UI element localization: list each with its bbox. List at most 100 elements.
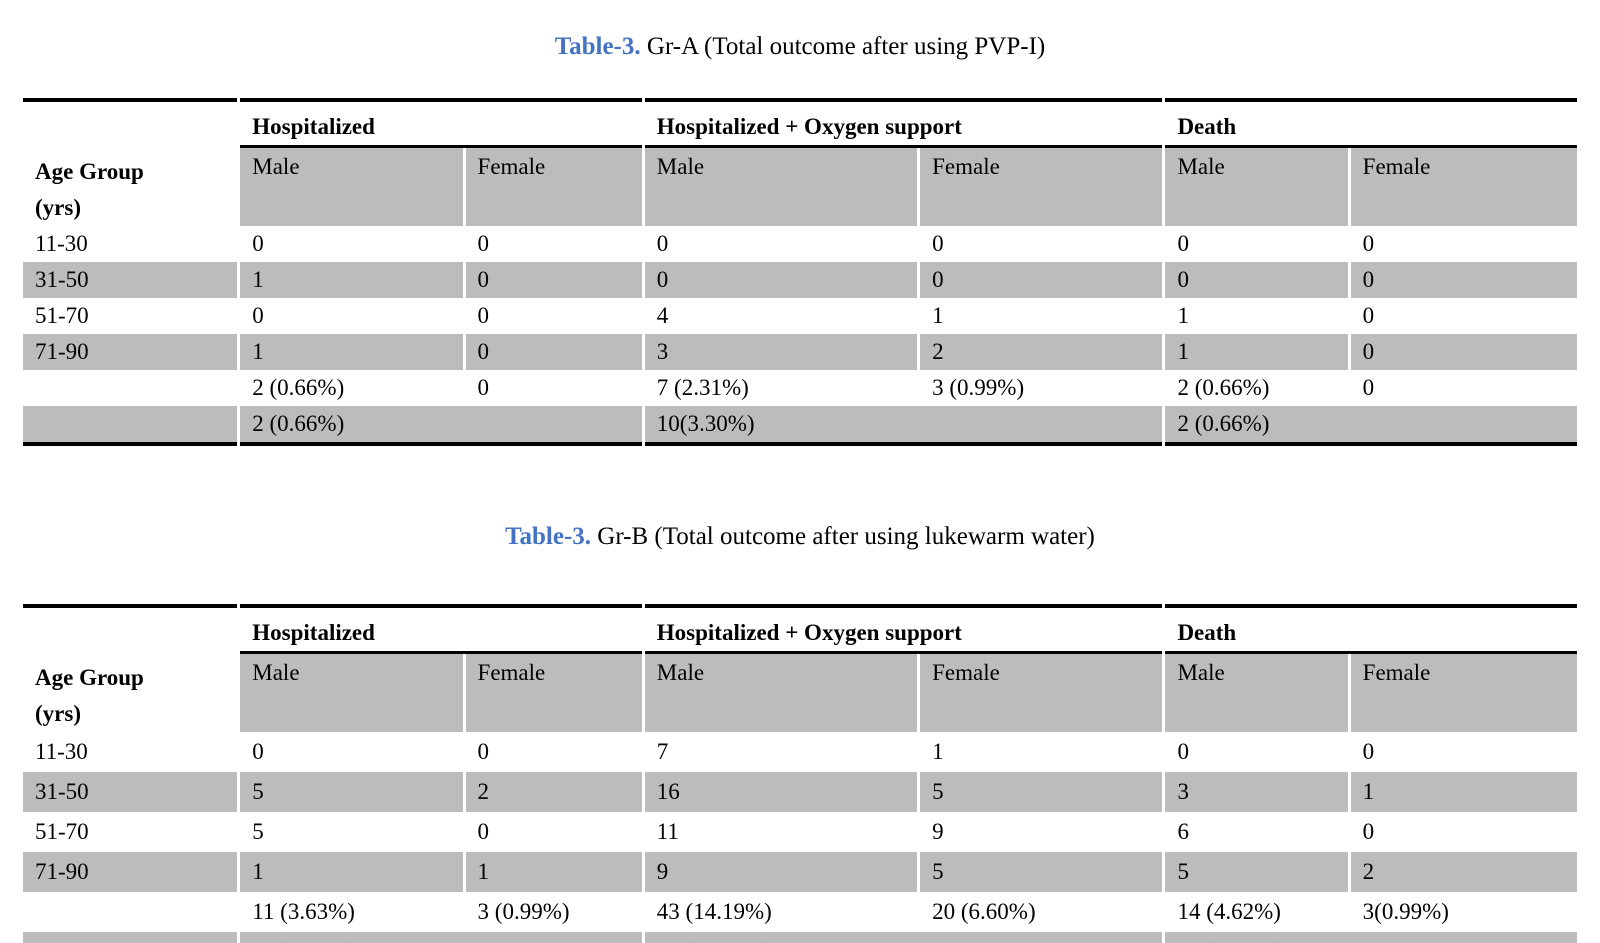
stub-header-cell: Age Group (yrs) [23, 654, 238, 732]
value-cell: 1 [932, 739, 944, 764]
table-row: 51-70 5 0 11 9 6 0 [23, 812, 1577, 852]
total-row: 2 (0.66%) 10(3.30%) 2 (0.66%) [23, 406, 1577, 446]
age-group-cell: 51-70 [35, 819, 89, 844]
total-cell: 17 (5.61%) [1165, 932, 1577, 943]
age-group-cell: 31-50 [23, 772, 238, 812]
value-cell: 2 [1350, 852, 1577, 892]
value-cell: 3 [644, 334, 918, 370]
value-cell: 5 [240, 772, 463, 812]
stub-line2: (yrs) [35, 195, 81, 220]
value-cell: 2 [465, 772, 642, 812]
subheader-cell: Female [1350, 654, 1577, 732]
group-header-hospitalized: Hospitalized [240, 98, 642, 148]
subheader-cell: Female [1350, 148, 1577, 226]
subtotal-cell: 3 (0.99%) [932, 375, 1025, 400]
age-group-cell [23, 370, 237, 406]
value-cell: 0 [252, 739, 264, 764]
group-header-oxygen: Hospitalized + Oxygen support [644, 604, 1163, 654]
value-cell: 16 [644, 772, 918, 812]
age-group-cell: 31-50 [23, 262, 238, 298]
value-cell: 0 [1362, 303, 1375, 328]
subtotal-cell: 0 [477, 375, 490, 400]
subheader-cell: Male [644, 654, 918, 732]
value-cell: 0 [477, 231, 490, 256]
age-group-cell: 71-90 [23, 852, 238, 892]
value-cell: 0 [1177, 739, 1189, 764]
caption-label: Table-3. [505, 523, 592, 550]
stub-header-cell: Age Group (yrs) [23, 148, 238, 226]
value-cell: 0 [644, 262, 918, 298]
value-cell: 7 [656, 739, 669, 764]
caption-text: Gr-B (Total outcome after using lukewarm… [591, 523, 1095, 550]
subtotal-cell: 2 (0.66%) [1177, 375, 1270, 400]
table-row: 71-90 1 1 9 5 5 2 [23, 852, 1577, 892]
age-group-cell: 11-30 [35, 231, 88, 256]
table-gr-a-section: Table-3. Gr-A (Total outcome after using… [0, 32, 1600, 446]
outcome-table-gr-a: Hospitalized Hospitalized + Oxygen suppo… [20, 98, 1580, 446]
age-group-cell: 11-30 [35, 739, 88, 764]
stub-line1: Age Group [35, 665, 144, 690]
value-cell: 0 [1350, 334, 1577, 370]
group-header-death: Death [1165, 98, 1577, 148]
total-cell: 2 (0.66%) [1165, 406, 1577, 446]
value-cell: 0 [1177, 231, 1189, 256]
subheader-cell: Male [644, 148, 918, 226]
age-group-cell: 71-90 [23, 334, 238, 370]
corner-cell [23, 604, 238, 654]
subtotal-row: 2 (0.66%) 0 7 (2.31%) 3 (0.99%) 2 (0.66%… [23, 370, 1577, 406]
subheader-cell: Female [920, 148, 1163, 226]
value-cell: 0 [465, 334, 642, 370]
subheader-cell: Male [1165, 654, 1348, 732]
value-cell: 9 [644, 852, 918, 892]
value-cell: 0 [1362, 819, 1375, 844]
table-row: 11-30 0 0 7 1 0 0 [23, 732, 1577, 772]
group-header-hospitalized: Hospitalized [240, 604, 642, 654]
outcome-table-gr-b: Hospitalized Hospitalized + Oxygen suppo… [20, 604, 1580, 943]
subtotal-cell: 2 (0.66%) [252, 375, 345, 400]
value-cell: 3 [1165, 772, 1348, 812]
total-row: 14 (4.62%) 63 (20.79%) 17 (5.61%) [23, 932, 1577, 943]
subtotal-cell: 3 (0.99%) [477, 899, 570, 924]
value-cell: 0 [1165, 262, 1348, 298]
value-cell: 1 [465, 852, 642, 892]
age-group-cell [23, 406, 238, 446]
group-header-row: Hospitalized Hospitalized + Oxygen suppo… [23, 98, 1577, 148]
stub-line1: Age Group [35, 159, 144, 184]
corner-cell [23, 98, 238, 148]
value-cell: 0 [1350, 262, 1577, 298]
subtotal-row: 11 (3.63%) 3 (0.99%) 43 (14.19%) 20 (6.6… [23, 892, 1577, 932]
value-cell: 0 [252, 303, 264, 328]
age-group-cell [23, 892, 237, 932]
table-row: 31-50 1 0 0 0 0 0 [23, 262, 1577, 298]
subheader-row: Age Group (yrs) Male Female Male Female … [23, 654, 1577, 732]
subheader-row: Age Group (yrs) Male Female Male Female … [23, 148, 1577, 226]
value-cell: 6 [1177, 819, 1189, 844]
value-cell: 0 [1362, 231, 1375, 256]
value-cell: 0 [1362, 739, 1375, 764]
subheader-cell: Female [920, 654, 1163, 732]
subtotal-cell: 7 (2.31%) [656, 375, 749, 400]
total-cell: 63 (20.79%) [644, 932, 1163, 943]
age-group-cell: 51-70 [35, 303, 89, 328]
subtotal-cell: 14 (4.62%) [1177, 899, 1281, 924]
value-cell: 5 [1165, 852, 1348, 892]
stub-line2: (yrs) [35, 701, 81, 726]
table-caption: Table-3. Gr-B (Total outcome after using… [0, 522, 1600, 552]
value-cell: 1 [1165, 334, 1348, 370]
value-cell: 0 [477, 739, 490, 764]
table-caption: Table-3. Gr-A (Total outcome after using… [0, 32, 1600, 62]
value-cell: 5 [920, 772, 1163, 812]
caption-text: Gr-A (Total outcome after using PVP-I) [640, 33, 1046, 60]
subtotal-cell: 20 (6.60%) [932, 899, 1036, 924]
value-cell: 0 [477, 303, 490, 328]
value-cell: 0 [465, 262, 642, 298]
value-cell: 1 [1350, 772, 1577, 812]
value-cell: 4 [656, 303, 669, 328]
subheader-cell: Male [1165, 148, 1348, 226]
value-cell: 5 [252, 819, 264, 844]
subheader-cell: Male [240, 148, 463, 226]
subtotal-cell: 43 (14.19%) [656, 899, 772, 924]
value-cell: 9 [932, 819, 944, 844]
table-gr-b-section: Table-3. Gr-B (Total outcome after using… [0, 522, 1600, 943]
subheader-cell: Female [465, 654, 642, 732]
